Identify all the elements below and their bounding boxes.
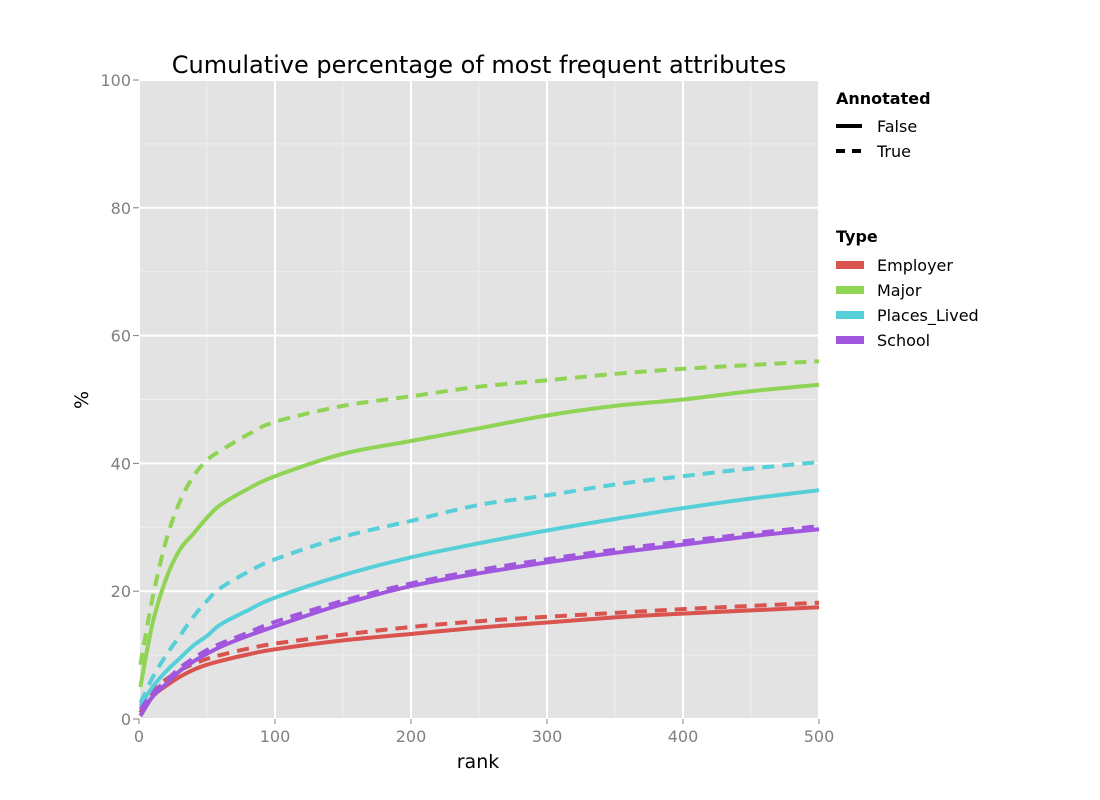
legend-label-school: School — [877, 331, 930, 350]
series-line-school-not-annotated — [138, 527, 820, 717]
legend-title-type: Type — [836, 227, 878, 246]
y-tick-label: 80 — [111, 199, 131, 218]
legend-label-true: True — [876, 142, 911, 161]
x-tick-label: 100 — [260, 727, 291, 746]
series-line-major-not-annotated — [138, 382, 820, 688]
legend-label-false: False — [877, 117, 917, 136]
series-line-major-annotated — [138, 359, 820, 666]
chart-title: Cumulative percentage of most frequent a… — [172, 51, 786, 79]
x-tick-label: 300 — [532, 727, 563, 746]
series-line-places-lived-not-annotated — [138, 488, 820, 708]
x-tick-label: 400 — [668, 727, 699, 746]
axes: 0 100 200 300 400 500 0 20 40 60 80 100 — [100, 71, 834, 746]
y-tick-label: 100 — [100, 71, 131, 90]
y-tick-label: 40 — [111, 454, 131, 473]
legend-label-places-lived: Places_Lived — [877, 306, 979, 326]
x-axis-title: rank — [457, 751, 500, 773]
series-lines — [138, 359, 820, 717]
legend-label-major: Major — [877, 281, 922, 300]
legend: Annotated False True Type Employer Major Place… — [836, 89, 979, 350]
y-tick-label: 60 — [111, 327, 131, 346]
series-line-places-lived-annotated — [138, 460, 820, 704]
legend-title-annotated: Annotated — [836, 89, 931, 108]
series-line-employer-annotated — [138, 600, 820, 714]
y-tick-label: 0 — [121, 710, 131, 729]
x-tick-label: 0 — [134, 727, 144, 746]
legend-label-employer: Employer — [877, 256, 953, 275]
x-tick-label: 200 — [396, 727, 427, 746]
y-axis-title: % — [71, 391, 93, 409]
series-line-employer-not-annotated — [138, 605, 820, 717]
series-line-school-annotated — [138, 524, 820, 711]
y-tick-label: 20 — [111, 582, 131, 601]
x-tick-label: 500 — [804, 727, 835, 746]
